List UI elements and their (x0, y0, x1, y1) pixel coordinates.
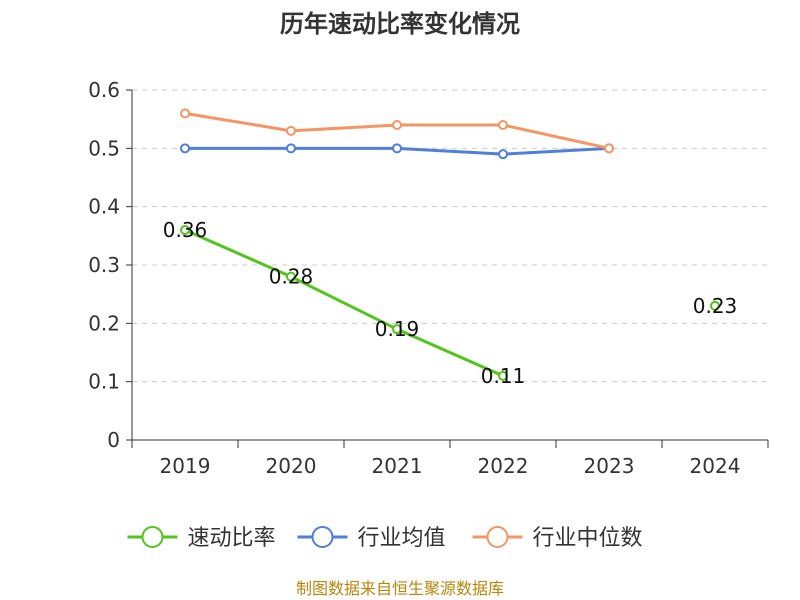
series-point-0 (286, 271, 296, 282)
legend-swatch-marker (311, 526, 334, 548)
series-point-2 (286, 125, 296, 136)
legend-label: 行业均值 (358, 526, 446, 551)
legend-item-0[interactable]: 速动比率 (127, 526, 276, 551)
series-point-2 (604, 143, 614, 154)
series-point-1 (180, 143, 190, 154)
series-point-1 (392, 143, 402, 154)
legend-label: 行业中位数 (533, 526, 643, 551)
x-tick-label: 2024 (690, 454, 741, 478)
series-point-1 (286, 143, 296, 154)
y-tick-label: 0.4 (88, 195, 120, 219)
data-label: 0.11 (481, 364, 526, 388)
y-tick-label: 0.6 (88, 78, 120, 102)
y-tick-label: 0 (107, 428, 120, 452)
y-tick-label: 0.3 (88, 253, 120, 277)
series-point-0 (392, 324, 402, 335)
series-line-0 (184, 228, 504, 378)
x-tick-label: 2020 (266, 454, 317, 478)
data-label: 0.36 (163, 218, 208, 242)
series-point-1 (498, 149, 508, 160)
chart-title: 历年速动比率变化情况 (280, 10, 520, 38)
series-layer (180, 108, 720, 381)
data-label: 0.28 (269, 265, 314, 289)
series-point-0 (710, 300, 720, 311)
y-tick-label: 0.2 (88, 311, 120, 335)
legend-item-1[interactable]: 行业均值 (297, 526, 446, 551)
legend-swatch-marker (486, 526, 509, 548)
series-point-0 (180, 225, 190, 235)
series-line-2 (184, 111, 610, 150)
grid-lines (132, 89, 768, 383)
x-tick-label: 2022 (478, 454, 529, 478)
legend: 速动比率 行业均值 行业中位数 (127, 526, 643, 551)
series-point-2 (392, 120, 402, 130)
legend-label: 速动比率 (188, 526, 276, 551)
legend-item-2[interactable]: 行业中位数 (472, 526, 643, 551)
data-label: 0.23 (693, 294, 738, 318)
axes: 0 0.1 0.2 0.3 0.4 0.5 0.6 2019 2020 2021 2022 2023 2… (88, 78, 769, 478)
y-tick-label: 0.5 (88, 136, 120, 160)
x-tick-label: 2019 (160, 454, 211, 478)
x-tick-label: 2021 (372, 454, 423, 478)
y-tick-label: 0.1 (88, 370, 120, 394)
series-point-2 (498, 120, 508, 130)
series-point-2 (180, 108, 190, 119)
legend-swatch-marker (141, 526, 164, 548)
data-labels: 0.36 0.28 0.19 0.11 0.23 (163, 218, 738, 388)
x-tick-label: 2023 (584, 454, 635, 478)
source-note: 制图数据来自恒生聚源数据库 (296, 579, 504, 598)
series-point-0 (498, 370, 508, 381)
data-label: 0.19 (375, 317, 420, 341)
